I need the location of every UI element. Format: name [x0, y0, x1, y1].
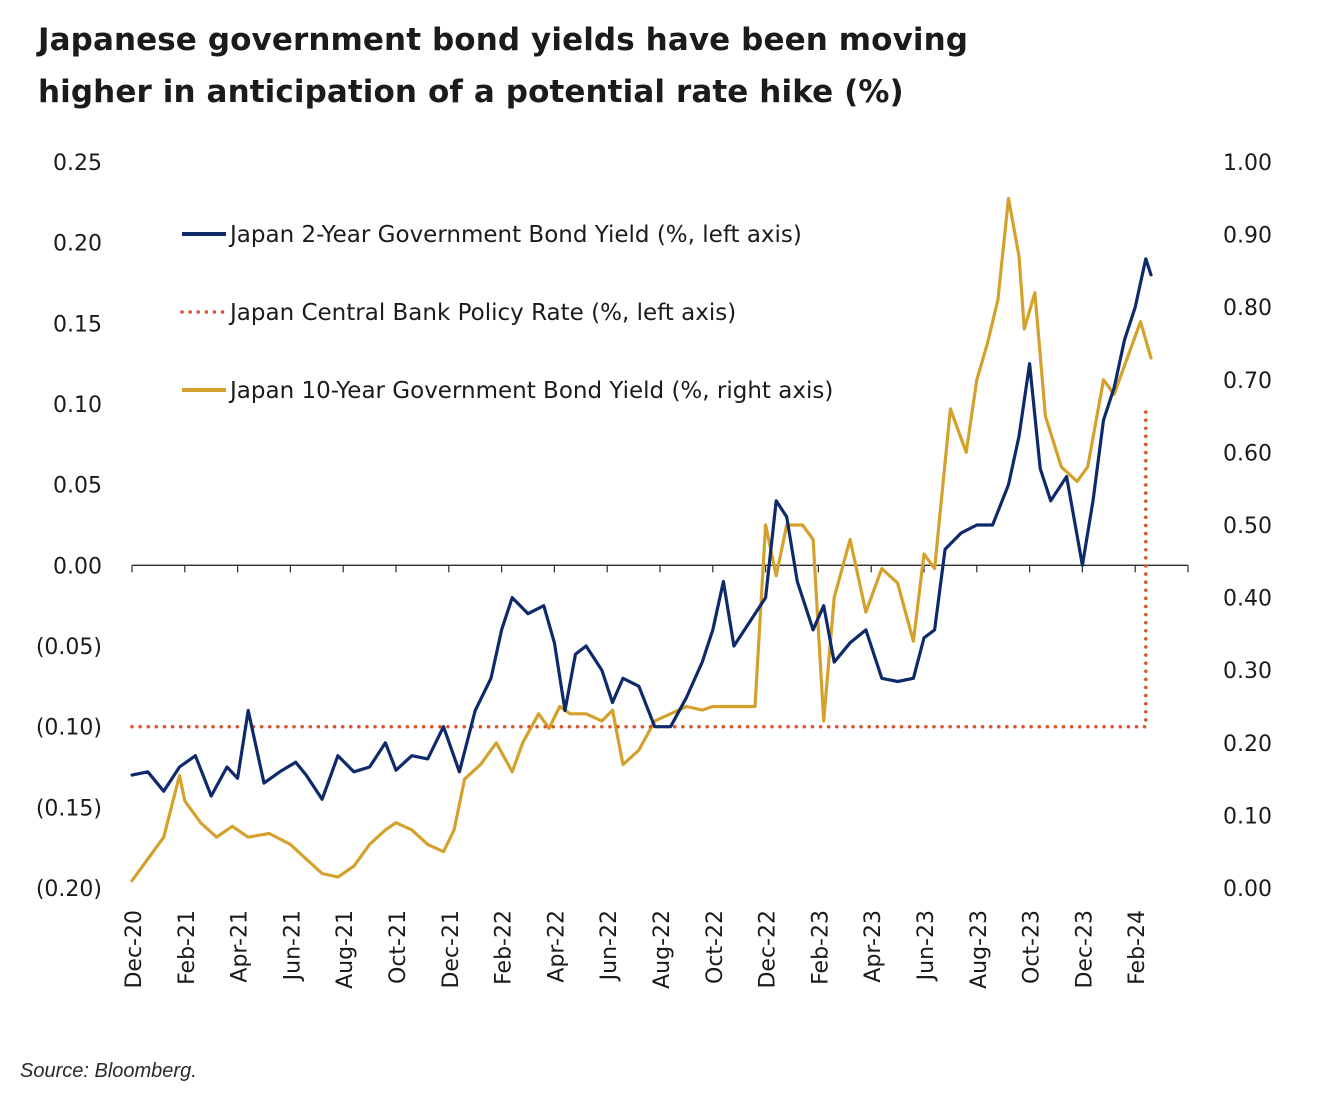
x-axis-tick-label: Oct-22	[703, 910, 728, 984]
right-axis-tick-label: 0.70	[1223, 369, 1272, 394]
right-axis-tick-label: 0.10	[1223, 804, 1272, 829]
right-axis-tick-label: 0.80	[1223, 296, 1272, 321]
right-axis-tick-label: 0.60	[1223, 441, 1272, 466]
right-axis-tick-label: 0.20	[1223, 732, 1272, 757]
left-axis-ticks: 0.25 0.20 0.15 0.10 0.05 0.00 (0.05) (0.10) (0.1…	[36, 151, 102, 902]
x-axis-tick-label: Dec-21	[439, 910, 464, 989]
legend: Japan 2-Year Government Bond Yield (%, l…	[180, 222, 833, 404]
x-axis-tick-label: Feb-24	[1125, 910, 1150, 985]
x-axis-tick-label: Dec-22	[756, 910, 781, 989]
x-axis-tick-label: Aug-22	[650, 910, 675, 989]
left-axis-tick-label: 0.20	[53, 232, 102, 257]
x-axis-tick-label: Feb-23	[808, 910, 833, 985]
chart-title-line-2: higher in anticipation of a potential ra…	[38, 74, 904, 110]
legend-item-two-year-yield: Japan 2-Year Government Bond Yield (%, l…	[182, 222, 802, 248]
x-axis: Dec-20 Feb-21 Apr-21 Jun-21 Aug-21 Oct-21 Dec-…	[122, 564, 1189, 989]
x-axis-tick-label: Feb-21	[175, 910, 200, 985]
x-axis-tick-label: Oct-23	[1020, 910, 1045, 984]
source-note: Source: Bloomberg.	[20, 1060, 197, 1082]
two-year-yield-line	[130, 257, 1153, 801]
right-axis-tick-label: 0.40	[1223, 587, 1272, 612]
x-axis-tick-label: Jun-23	[914, 910, 939, 982]
left-axis-tick-label: (0.05)	[36, 635, 102, 660]
chart-title-line-1: Japanese government bond yields have bee…	[38, 22, 969, 58]
x-axis-tick-label: Apr-22	[544, 910, 569, 983]
left-axis-tick-label: (0.15)	[36, 796, 102, 821]
left-axis-tick-label: 0.25	[53, 151, 102, 176]
x-axis-tick-label: Feb-22	[492, 910, 517, 985]
legend-item-policy-rate: Japan Central Bank Policy Rate (%, left …	[180, 300, 736, 326]
x-axis-tick-label: Jun-22	[597, 910, 622, 982]
chart-title: Japanese government bond yields have bee…	[38, 14, 1038, 118]
x-axis-tick-label: Apr-21	[228, 910, 253, 983]
right-axis-tick-label: 1.00	[1223, 151, 1272, 176]
x-axis-tick-label: Jun-21	[280, 910, 305, 982]
right-axis-tick-label: 0.00	[1223, 877, 1272, 902]
x-axis-tick-label: Dec-20	[122, 910, 147, 989]
x-axis-tick-label: Apr-23	[861, 910, 886, 983]
left-axis-tick-label: 0.15	[53, 312, 102, 337]
right-axis-tick-label: 0.50	[1223, 514, 1272, 539]
left-axis-tick-label: 0.05	[53, 474, 102, 499]
legend-item-ten-year-yield: Japan 10-Year Government Bond Yield (%, …	[182, 378, 833, 404]
left-axis-tick-label: (0.20)	[36, 877, 102, 902]
legend-label: Japan 2-Year Government Bond Yield (%, l…	[228, 222, 802, 248]
policy-rate-line	[130, 402, 1148, 729]
left-axis-tick-label: 0.00	[53, 554, 102, 579]
left-axis-tick-label: 0.10	[53, 393, 102, 418]
x-axis-tick-label: Oct-21	[386, 910, 411, 984]
right-axis-tick-label: 0.90	[1223, 224, 1272, 249]
series-layer	[130, 196, 1153, 883]
legend-label: Japan 10-Year Government Bond Yield (%, …	[228, 378, 833, 404]
x-axis-tick-label: Aug-21	[333, 910, 358, 989]
right-axis-tick-label: 0.30	[1223, 659, 1272, 684]
x-axis-tick-label: Dec-23	[1072, 910, 1097, 989]
x-axis-tick-label: Aug-23	[967, 910, 992, 989]
right-axis-ticks: 1.00 0.90 0.80 0.70 0.60 0.50 0.40 0.30 0.20 0.10…	[1223, 151, 1272, 902]
legend-label: Japan Central Bank Policy Rate (%, left …	[228, 300, 736, 326]
left-axis-tick-label: (0.10)	[36, 716, 102, 741]
